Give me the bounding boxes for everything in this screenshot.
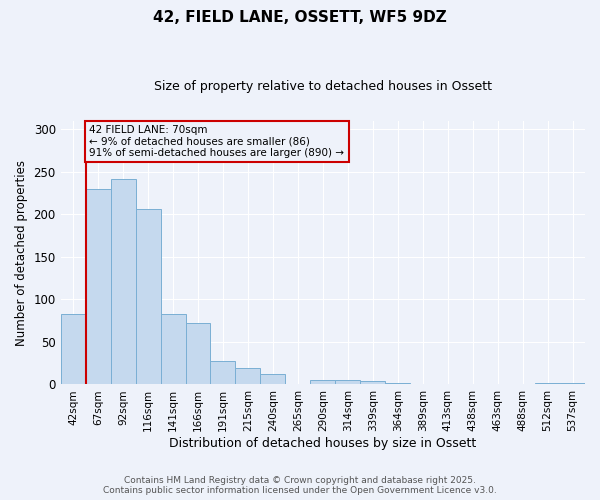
Text: 42, FIELD LANE, OSSETT, WF5 9DZ: 42, FIELD LANE, OSSETT, WF5 9DZ <box>153 10 447 25</box>
Bar <box>385 383 410 384</box>
Title: Size of property relative to detached houses in Ossett: Size of property relative to detached ho… <box>154 80 492 93</box>
Bar <box>335 380 360 384</box>
Text: Contains HM Land Registry data © Crown copyright and database right 2025.
Contai: Contains HM Land Registry data © Crown c… <box>103 476 497 495</box>
Text: 42 FIELD LANE: 70sqm
← 9% of detached houses are smaller (86)
91% of semi-detach: 42 FIELD LANE: 70sqm ← 9% of detached ho… <box>89 125 344 158</box>
Bar <box>535 383 560 384</box>
Y-axis label: Number of detached properties: Number of detached properties <box>15 160 28 346</box>
Bar <box>185 323 211 384</box>
Bar <box>560 383 585 384</box>
Bar <box>86 188 110 384</box>
Bar <box>61 314 86 384</box>
Bar <box>310 380 335 384</box>
Bar <box>161 314 185 384</box>
Bar <box>110 180 136 384</box>
Bar <box>260 374 286 384</box>
Bar <box>211 360 235 384</box>
X-axis label: Distribution of detached houses by size in Ossett: Distribution of detached houses by size … <box>169 437 476 450</box>
Bar <box>136 209 161 384</box>
Bar <box>360 381 385 384</box>
Bar <box>235 368 260 384</box>
